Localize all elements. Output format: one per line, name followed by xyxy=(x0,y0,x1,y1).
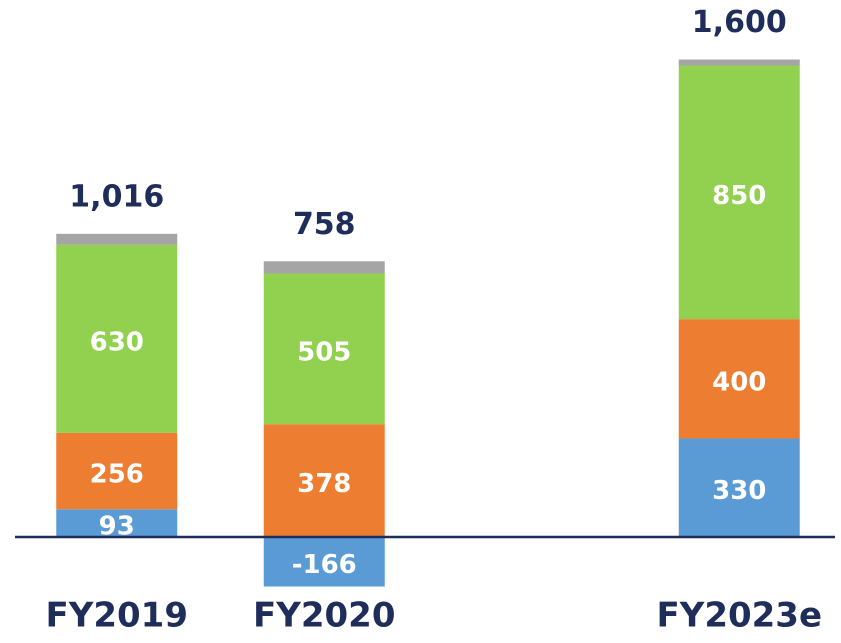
data-label: -166 xyxy=(292,550,357,580)
bar-segment xyxy=(263,261,385,274)
bar-segment xyxy=(678,438,800,537)
bar-segment xyxy=(678,59,800,66)
bar-segment xyxy=(263,536,385,587)
bar-segment xyxy=(56,432,178,510)
bar-segment xyxy=(678,319,800,439)
data-label: 330 xyxy=(712,476,766,506)
bar-segment xyxy=(56,509,178,537)
data-label: 850 xyxy=(712,181,766,211)
data-label: 256 xyxy=(90,460,144,490)
bar-segment xyxy=(678,65,800,320)
x-tick-label: FY2023e xyxy=(656,596,822,636)
data-label: 630 xyxy=(90,327,144,357)
total-label: 758 xyxy=(293,207,356,242)
data-label: 505 xyxy=(297,337,351,367)
bar-segment xyxy=(56,244,178,433)
bar-segment xyxy=(263,424,385,537)
total-label: 1,600 xyxy=(692,5,787,40)
data-label: 378 xyxy=(297,469,351,499)
total-label: 1,016 xyxy=(69,179,164,214)
data-label: 400 xyxy=(712,367,766,397)
x-tick-label: FY2019 xyxy=(46,596,188,636)
bar-segment xyxy=(263,273,385,425)
x-tick-label: FY2020 xyxy=(253,596,395,636)
bar-segment xyxy=(56,233,178,245)
